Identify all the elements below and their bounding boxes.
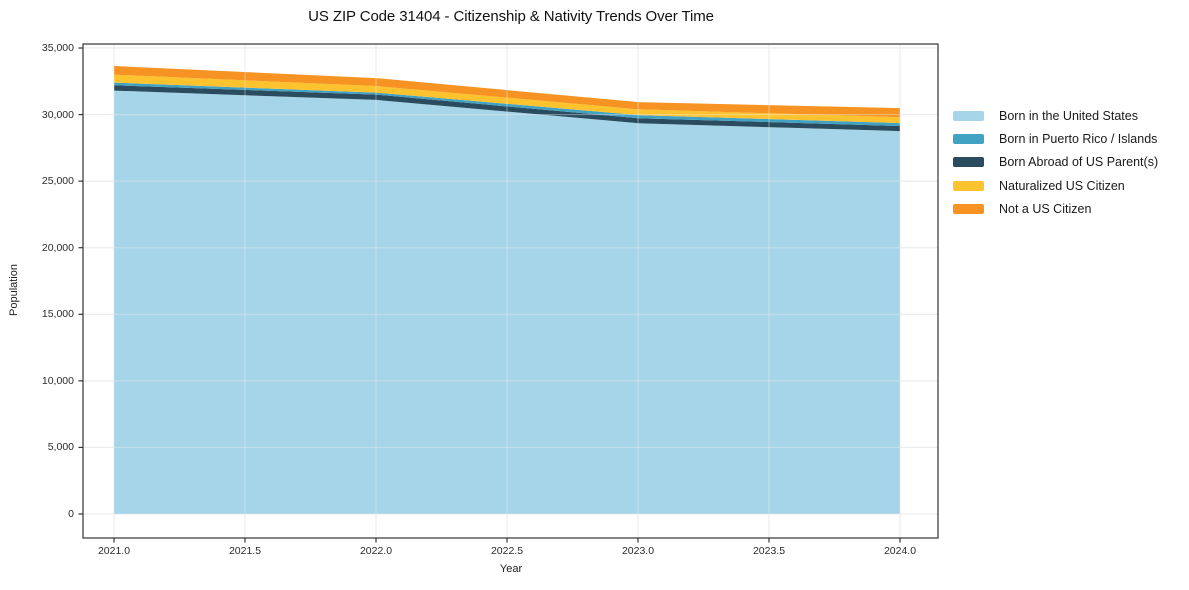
area-born-in-the-united-states <box>114 90 900 514</box>
y-tick-label: 15,000 <box>41 308 74 321</box>
y-tick-label: 25,000 <box>41 175 74 188</box>
x-tick-label: 2023.0 <box>621 545 655 557</box>
legend-label: Born in Puerto Rico / Islands <box>999 132 1158 147</box>
y-tick-label: 0 <box>68 508 74 520</box>
y-axis-label: Population <box>8 264 20 316</box>
legend-swatch <box>953 110 984 121</box>
legend-label: Not a US Citizen <box>999 202 1092 217</box>
legend-item: Naturalized US Citizen <box>953 174 1158 197</box>
area-not-a-us-citizen <box>114 66 900 118</box>
legend-swatch <box>953 157 984 168</box>
x-tick-label: 2023.5 <box>752 545 786 557</box>
chart-title: US ZIP Code 31404 - Citizenship & Nativi… <box>308 8 714 25</box>
area-born-abroad-of-us-parent-s- <box>114 85 900 132</box>
y-tick-label: 30,000 <box>41 108 74 121</box>
legend-swatch <box>953 204 984 215</box>
legend-item: Born in the United States <box>953 104 1158 127</box>
y-tick-label: 10,000 <box>41 374 74 387</box>
legend-label: Born Abroad of US Parent(s) <box>999 155 1159 170</box>
legend-label: Born in the United States <box>999 108 1138 123</box>
legend: Born in the United States Born in Puerto … <box>953 104 1158 221</box>
legend-label: Naturalized US Citizen <box>999 178 1125 193</box>
legend-item: Not a US Citizen <box>953 198 1158 221</box>
legend-swatch <box>953 134 984 145</box>
x-tick-label: 2021.0 <box>97 545 131 557</box>
area-born-in-puerto-rico-islands <box>114 82 900 126</box>
y-tick-label: 35,000 <box>41 42 74 54</box>
x-tick-label: 2022.0 <box>359 545 393 557</box>
legend-item: Born in Puerto Rico / Islands <box>953 127 1158 150</box>
y-tick-label: 5,000 <box>47 441 74 454</box>
legend-item: Born Abroad of US Parent(s) <box>953 151 1158 174</box>
legend-swatch <box>953 180 984 191</box>
area-naturalized-us-citizen <box>114 74 900 124</box>
x-tick-label: 2024.0 <box>883 545 917 557</box>
x-axis-label: Year <box>499 563 523 575</box>
y-tick-label: 20,000 <box>41 241 74 254</box>
x-tick-label: 2021.5 <box>228 545 262 557</box>
x-tick-label: 2022.5 <box>490 545 524 557</box>
plot-border <box>82 43 939 539</box>
